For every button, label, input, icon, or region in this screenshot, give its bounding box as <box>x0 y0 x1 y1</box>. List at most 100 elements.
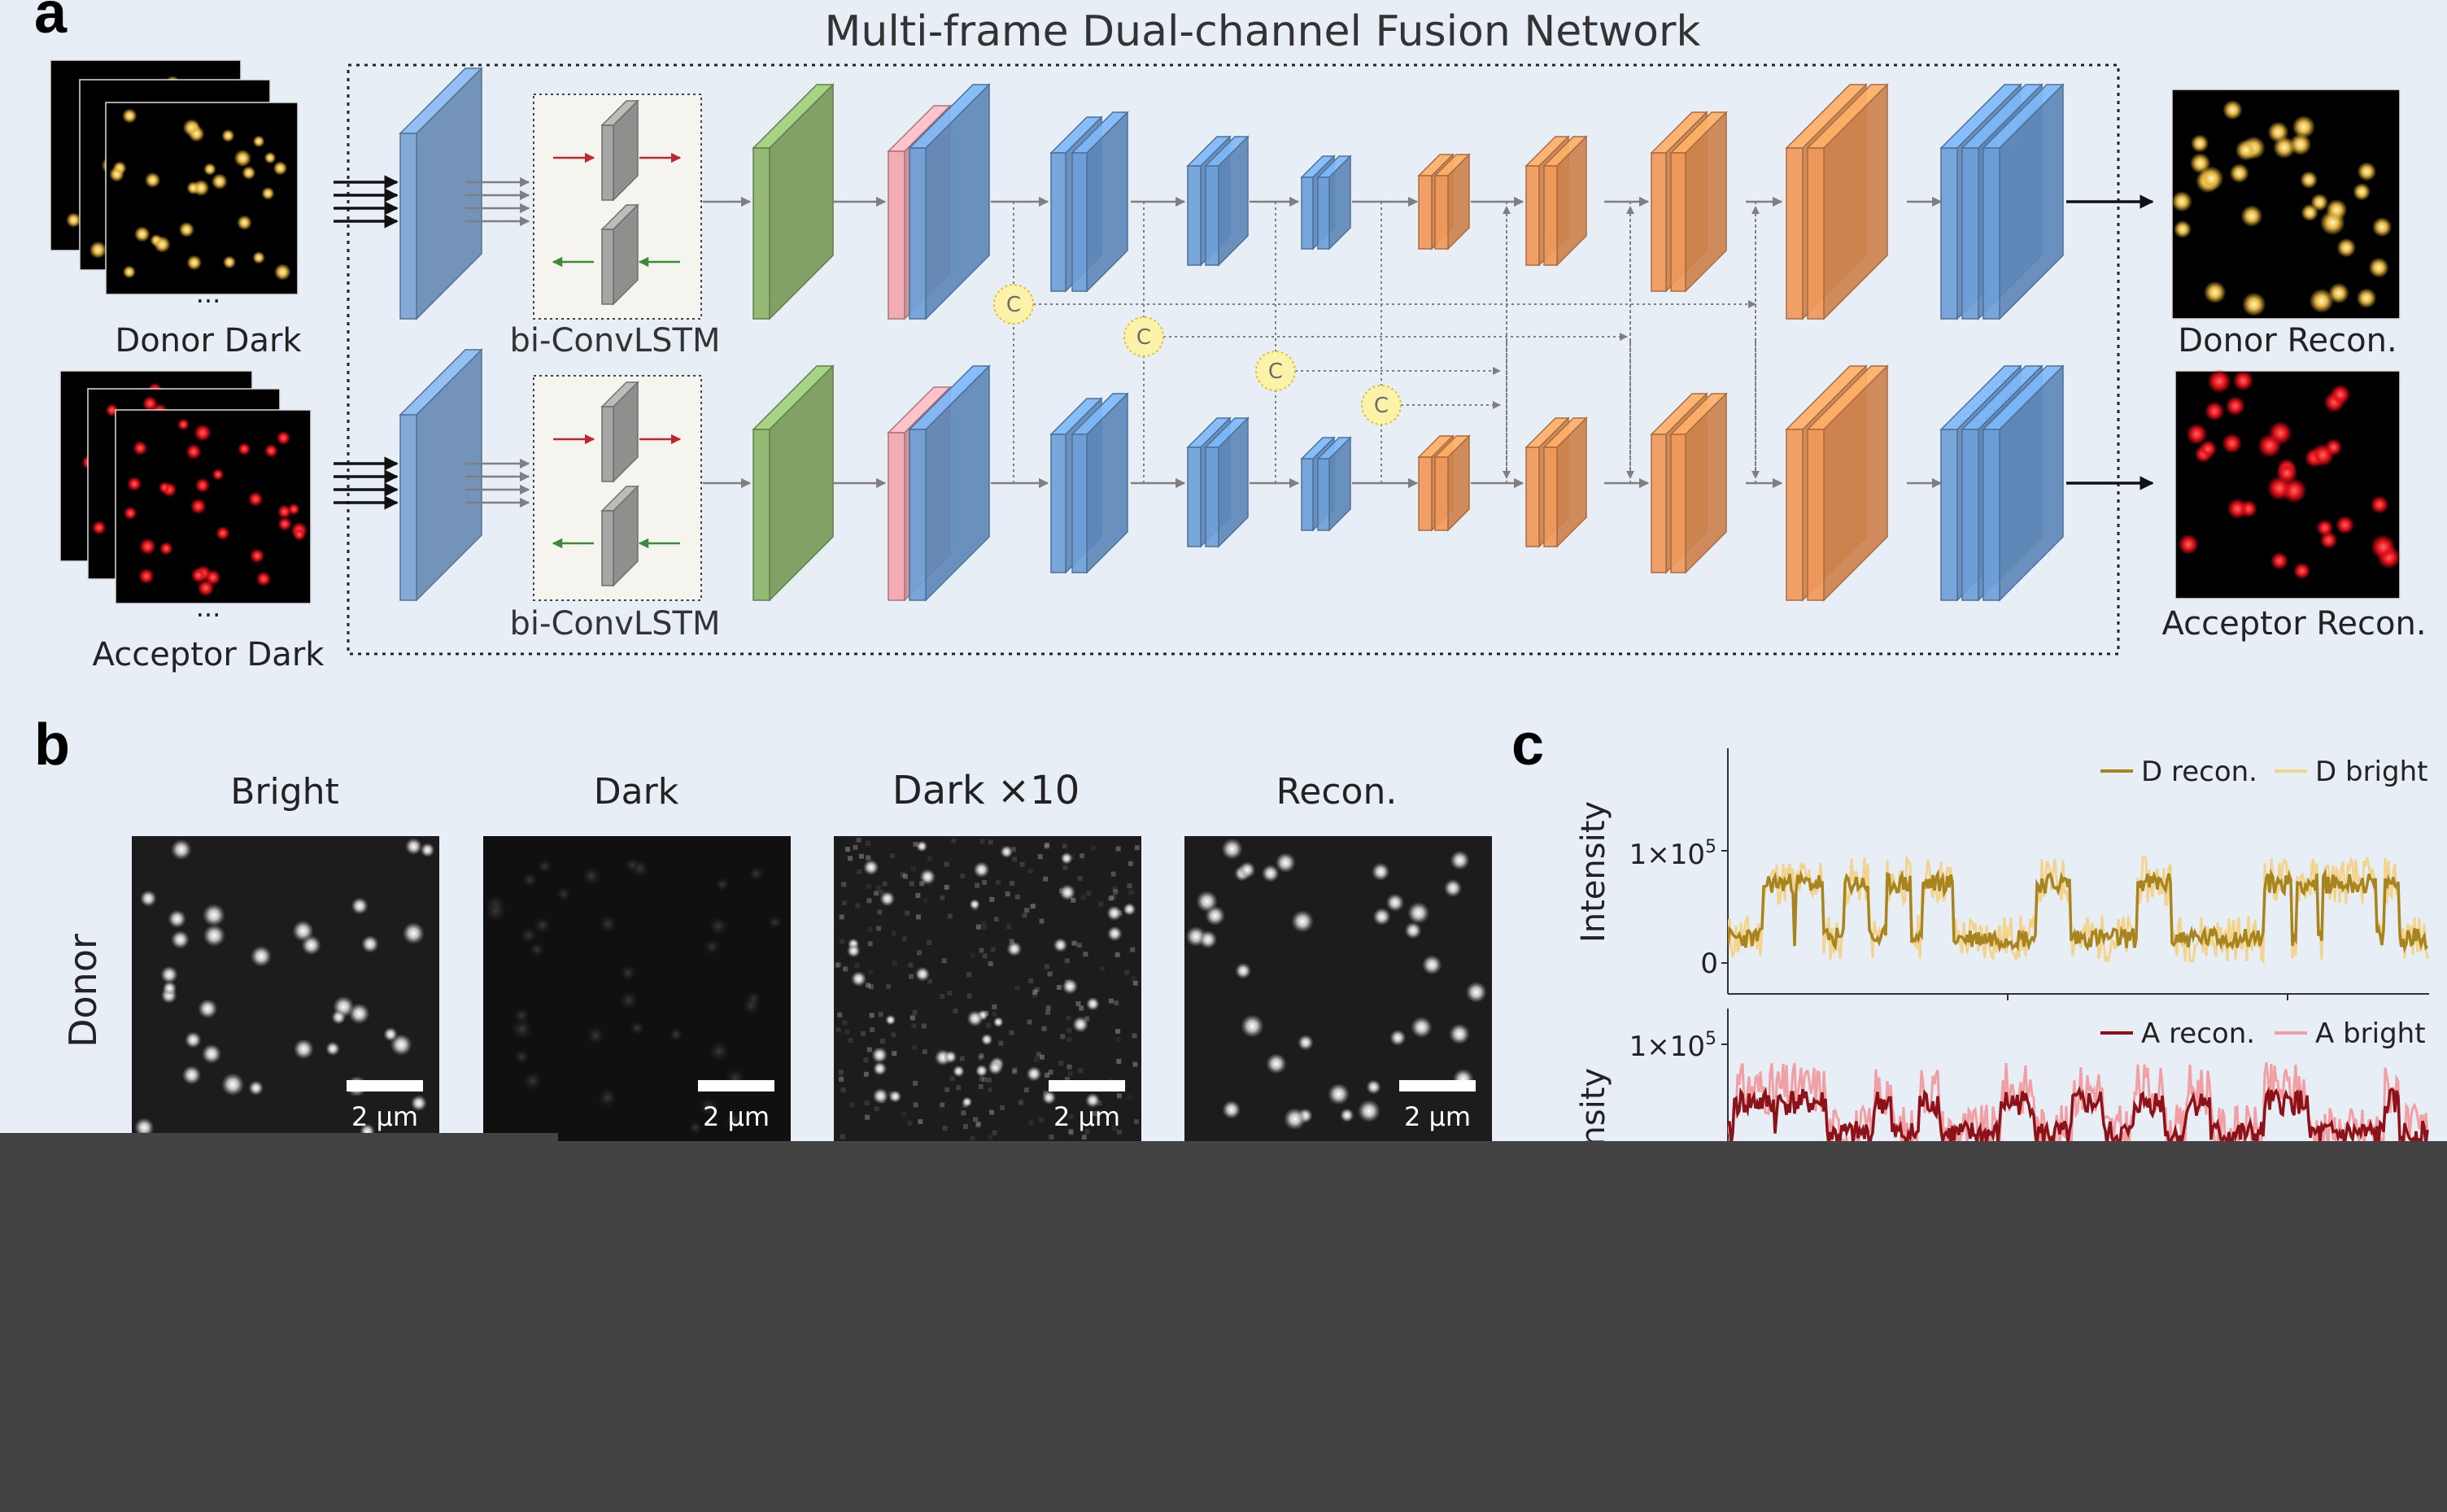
bright-spot <box>1006 941 1023 957</box>
bright-spot <box>1026 1065 1042 1082</box>
noise-pixel <box>1130 947 1136 952</box>
bright-spot <box>1053 938 1068 952</box>
donor-input-stack <box>50 59 299 295</box>
noise-pixel <box>837 1012 843 1017</box>
noise-pixel <box>838 1075 844 1081</box>
bright-spot <box>1062 978 1079 995</box>
row-label-donor: Donor <box>61 934 105 1048</box>
noise-pixel <box>1115 1037 1121 1043</box>
fluorescent-spot <box>109 166 124 182</box>
noise-pixel <box>835 962 841 968</box>
noise-pixel <box>891 1032 896 1038</box>
bright-spot <box>1085 996 1100 1011</box>
noise-pixel <box>856 837 861 843</box>
noise-pixel <box>940 1102 945 1108</box>
fluorescent-spot <box>2370 495 2389 514</box>
bright-spot <box>1261 864 1280 882</box>
decoder-block-4 <box>1806 364 1889 602</box>
noise-pixel <box>848 856 853 861</box>
bright-spot <box>988 1060 1003 1075</box>
panel-a: a Multi-frame Dual-channel Fusion Networ… <box>34 0 2427 673</box>
bright-spot <box>850 970 867 987</box>
fluorescent-spot <box>273 264 291 281</box>
donor-output-label: Donor Recon. <box>2178 322 2397 359</box>
bright-spot <box>1284 1107 1306 1131</box>
panel-c: c 1×105 0 Intensity D recon. D bright 1×… <box>1511 712 2429 1209</box>
col-header-bright: Bright <box>230 771 339 813</box>
noise-pixel <box>1033 1057 1039 1062</box>
fluorescent-spot <box>264 151 277 164</box>
noise-pixel <box>1081 1135 1087 1140</box>
encoder-block-1 <box>908 364 991 602</box>
concat-node: C <box>1123 316 1164 357</box>
noise-pixel <box>835 1027 841 1033</box>
noise-pixel <box>1075 1001 1081 1007</box>
bright-spot <box>703 938 721 956</box>
noise-pixel <box>889 853 895 859</box>
noise-pixel <box>1071 940 1077 946</box>
noise-pixel <box>1127 883 1132 889</box>
bright-spot <box>484 900 508 923</box>
bright-spot <box>168 909 187 929</box>
noise-pixel <box>909 1015 915 1021</box>
noise-pixel <box>1066 1028 1072 1034</box>
noise-pixel <box>853 844 858 850</box>
noise-pixel <box>870 1027 875 1033</box>
fluorescent-spot <box>2319 531 2338 549</box>
scale-bar-label: 2 μm <box>1053 1101 1120 1132</box>
noise-pixel <box>918 1119 923 1125</box>
cropped-region-edge <box>0 1133 558 1143</box>
bright-spot <box>361 935 379 953</box>
noise-pixel <box>982 953 988 959</box>
bright-spot <box>871 1047 888 1064</box>
noise-pixel <box>988 961 993 966</box>
fluorescent-spot <box>133 440 148 455</box>
fluorescent-spot <box>154 236 171 253</box>
noise-pixel <box>979 1053 984 1059</box>
noise-pixel <box>1023 1087 1029 1093</box>
col-header-dark-x10: Dark ×10 <box>892 768 1080 813</box>
noise-pixel <box>1039 1054 1045 1060</box>
noise-pixel <box>1114 1000 1119 1006</box>
output-block <box>1982 83 2065 320</box>
scale-bar-label: 2 μm <box>703 1101 770 1132</box>
bright-spot <box>160 965 178 984</box>
conv-block <box>752 83 835 320</box>
noise-pixel <box>1032 989 1038 995</box>
noise-pixel <box>1010 881 1015 887</box>
fluorescent-spot <box>2171 190 2192 212</box>
noise-pixel <box>966 993 972 999</box>
micrograph-background <box>483 836 791 1144</box>
bright-spot <box>992 1017 1004 1028</box>
noise-pixel <box>959 1056 965 1061</box>
noise-pixel <box>992 1011 997 1017</box>
micrograph-row: 2 μm 2 μm 2 μm 2 μm <box>132 836 1492 1144</box>
fluorescent-spot <box>2204 281 2227 304</box>
noise-pixel <box>909 881 914 887</box>
noise-pixel <box>863 1071 869 1077</box>
noise-pixel <box>989 896 995 902</box>
noise-pixel <box>839 914 844 920</box>
noise-pixel <box>1110 871 1116 877</box>
noise-pixel <box>854 962 860 968</box>
noise-pixel <box>1018 1100 1023 1105</box>
noise-pixel <box>901 936 907 942</box>
noise-pixel <box>1045 1009 1051 1015</box>
noise-pixel <box>1011 1070 1017 1075</box>
noise-pixel <box>1005 891 1010 897</box>
noise-pixel <box>838 1070 844 1075</box>
noise-pixel <box>868 984 874 990</box>
fluorescent-spot <box>211 173 228 190</box>
bright-spot <box>714 877 731 892</box>
concat-symbol: C <box>1374 394 1389 418</box>
network-body: C C C C <box>334 67 2154 602</box>
bright-spot <box>919 869 936 886</box>
lstm-cell-backward <box>600 203 639 306</box>
noise-pixel <box>1116 1093 1122 1099</box>
bright-spot <box>250 945 273 967</box>
fluorescent-spot <box>255 571 272 586</box>
bright-spot <box>624 857 640 874</box>
series-a-recon <box>1728 1086 2429 1147</box>
encoder-block-3 <box>1204 135 1250 267</box>
bright-spot <box>1238 861 1256 878</box>
